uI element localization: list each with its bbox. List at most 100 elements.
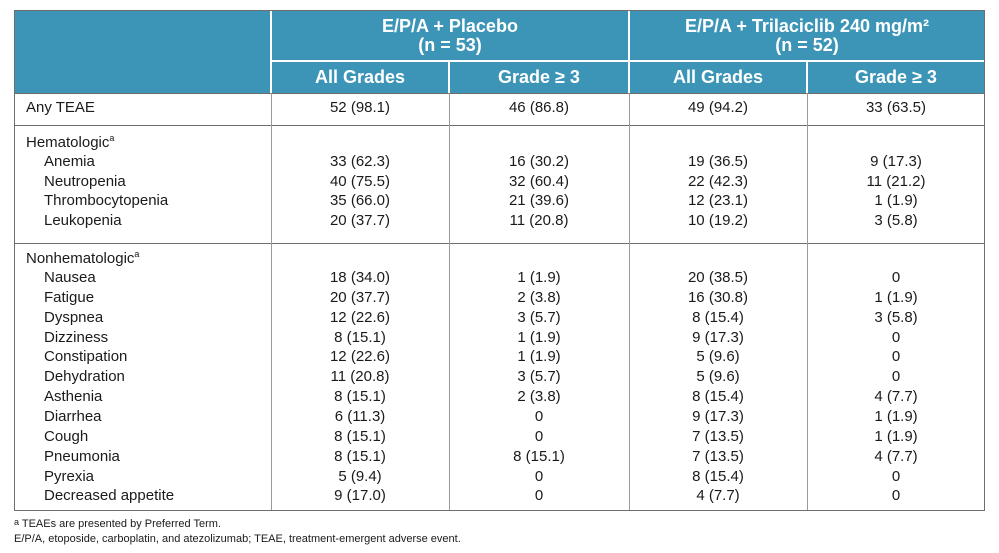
value-cell: 40 (75.5): [329, 172, 391, 190]
row-label: Fatigue: [44, 288, 95, 306]
column-divider: [807, 93, 808, 510]
subheader-grade3-2: Grade ≥ 3: [808, 62, 984, 93]
value-cell: 35 (66.0): [329, 192, 391, 209]
value-cell: 0: [891, 368, 901, 386]
value-cell: 0: [891, 269, 901, 286]
value-cell: 21 (39.6): [508, 192, 570, 209]
column-divider: [629, 93, 630, 510]
value-cell: 2 (3.8): [517, 388, 561, 406]
value-cell: 8 (15.1): [513, 447, 565, 465]
row-label: Diarrhea: [44, 407, 102, 425]
value-cell: 8 (15.1): [334, 447, 386, 465]
footnote-marker: a: [14, 517, 20, 527]
group2-n: (n = 52): [775, 34, 839, 55]
row-label: Dyspnea: [44, 308, 104, 326]
value-cell: 8 (15.4): [692, 467, 744, 485]
value-cell: 49 (94.2): [687, 99, 749, 116]
row-label: Cough: [44, 427, 89, 445]
row-label: Pneumonia: [44, 447, 120, 465]
value-cell: 8 (15.1): [334, 328, 386, 346]
value-cell: 4 (7.7): [874, 388, 918, 406]
value-cell: 1 (1.9): [517, 328, 561, 346]
value-cell: 52 (98.1): [329, 99, 391, 116]
value-cell: 9 (17.3): [692, 407, 744, 425]
value-cell: 5 (9.6): [696, 368, 740, 386]
value-cell: 1 (1.9): [517, 348, 561, 366]
footnote-marker: a: [109, 133, 115, 143]
value-cell: 18 (34.0): [329, 269, 391, 286]
divider-after-hematologic: [15, 243, 984, 244]
value-cell: 4 (7.7): [696, 487, 740, 505]
value-cell: 0: [891, 487, 901, 505]
value-cell: 7 (13.5): [692, 447, 744, 465]
column-divider: [271, 93, 272, 510]
row-label: Dehydration: [44, 368, 125, 386]
value-cell: 3 (5.8): [874, 308, 918, 326]
value-cell: 3 (5.8): [874, 211, 918, 229]
section-title: Hematologic: [26, 134, 110, 151]
value-cell: 19 (36.5): [687, 153, 749, 170]
row-label: Pyrexia: [44, 467, 95, 485]
value-cell: 33 (63.5): [865, 99, 927, 116]
value-cell: 20 (37.7): [329, 211, 391, 229]
value-cell: 7 (13.5): [692, 427, 744, 445]
subheader-grade3-1: Grade ≥ 3: [450, 62, 628, 93]
value-cell: 2 (3.8): [517, 288, 561, 306]
footnote-marker: a: [134, 249, 140, 259]
value-cell: 1 (1.9): [874, 288, 918, 306]
value-cell: 11 (21.2): [866, 172, 926, 190]
value-cell: 33 (62.3): [329, 153, 391, 170]
value-cell: 46 (86.8): [508, 99, 570, 116]
value-cell: 3 (5.7): [517, 308, 561, 326]
value-cell: 9 (17.3): [692, 328, 744, 346]
subheader-all-grades-2: All Grades: [630, 62, 806, 93]
value-cell: 1 (1.9): [874, 427, 918, 445]
group1-n: (n = 53): [418, 34, 482, 55]
adverse-events-table: E/P/A + Placebo (n = 53) E/P/A + Trilaci…: [14, 10, 985, 511]
value-cell: 5 (9.4): [338, 467, 382, 485]
value-cell: 1 (1.9): [874, 407, 918, 425]
row-label: Nausea: [44, 269, 96, 286]
footnote-1: a TEAEs are presented by Preferred Term.: [14, 517, 221, 530]
row-label: Decreased appetite: [44, 487, 175, 505]
value-cell: 0: [534, 427, 544, 445]
value-cell: 0: [891, 328, 901, 346]
row-label: Anemia: [44, 153, 95, 170]
value-cell: 8 (15.1): [334, 388, 386, 406]
value-cell: 9 (17.3): [870, 153, 922, 170]
header-label-corner: [15, 11, 270, 93]
value-cell: 1 (1.9): [517, 269, 561, 286]
value-cell: 0: [891, 467, 901, 485]
group2-header: E/P/A + Trilaciclib 240 mg/m² (n = 52): [630, 11, 984, 60]
row-label: Thrombocytopenia: [44, 192, 169, 209]
row-label: Any TEAE: [26, 99, 95, 116]
value-cell: 1 (1.9): [874, 192, 918, 209]
value-cell: 4 (7.7): [874, 447, 918, 465]
group2-title: E/P/A + Trilaciclib 240 mg/m²: [685, 15, 929, 36]
value-cell: 32 (60.4): [508, 172, 570, 190]
value-cell: 6 (11.3): [334, 407, 386, 425]
value-cell: 20 (38.5): [687, 269, 749, 286]
row-label: Leukopenia: [44, 211, 122, 229]
value-cell: 12 (22.6): [329, 348, 391, 366]
divider-after-header: [15, 93, 984, 94]
section-title: Nonhematologic: [26, 250, 135, 267]
value-cell: 22 (42.3): [687, 172, 749, 190]
column-divider: [449, 93, 450, 510]
group1-title: E/P/A + Placebo: [382, 15, 518, 36]
value-cell: 0: [534, 407, 544, 425]
subheader-all-grades-1: All Grades: [272, 62, 448, 93]
group1-header: E/P/A + Placebo (n = 53): [272, 11, 628, 60]
value-cell: 11 (20.8): [509, 211, 569, 229]
footnote-2: E/P/A, etoposide, carboplatin, and atezo…: [14, 533, 461, 545]
value-cell: 16 (30.2): [508, 153, 570, 170]
value-cell: 9 (17.0): [334, 487, 386, 505]
value-cell: 8 (15.4): [692, 388, 744, 406]
value-cell: 0: [534, 467, 544, 485]
value-cell: 10 (19.2): [687, 211, 749, 229]
value-cell: 20 (37.7): [329, 288, 391, 306]
value-cell: 16 (30.8): [687, 288, 749, 306]
value-cell: 11 (20.8): [330, 368, 390, 386]
divider-after-any-teae: [15, 125, 984, 126]
row-label: Dizziness: [44, 328, 109, 346]
